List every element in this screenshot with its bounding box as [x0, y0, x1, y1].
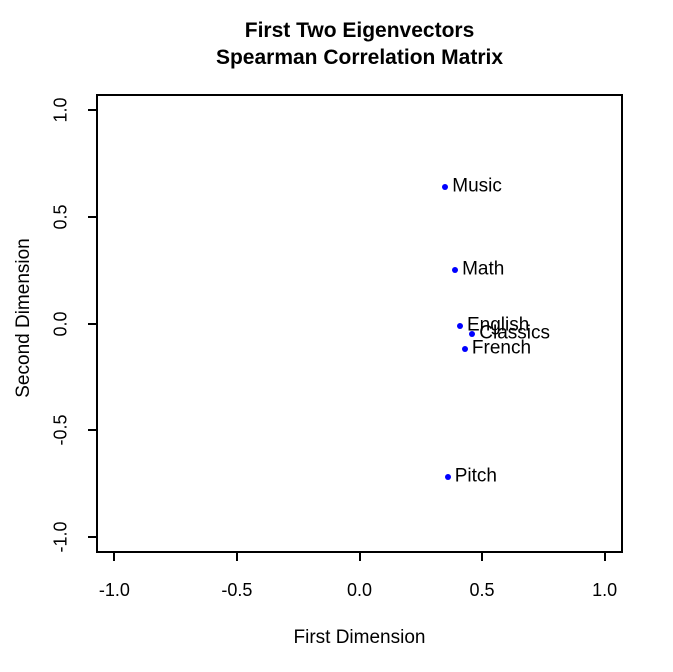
- data-point-math: [452, 267, 459, 274]
- data-point-label-classics: Classics: [479, 322, 550, 344]
- x-tick-label: -0.5: [221, 580, 253, 600]
- x-tick-mark: [481, 553, 484, 561]
- y-axis-title: Second Dimension: [13, 238, 34, 398]
- data-point-french: [461, 346, 468, 353]
- x-tick-mark: [358, 553, 361, 561]
- y-tick-mark: [88, 535, 96, 538]
- x-tick-mark: [113, 553, 116, 561]
- plot-area: [96, 94, 623, 553]
- data-point-pitch: [444, 474, 451, 481]
- chart-title: First Two Eigenvectors Spearman Correlat…: [96, 17, 623, 71]
- chart-title-line2: Spearman Correlation Matrix: [215, 46, 504, 69]
- data-point-label-math: Math: [462, 258, 505, 280]
- y-tick-label: 0.0: [50, 310, 71, 337]
- y-tick-label: 1.0: [50, 97, 71, 123]
- y-tick-label: -1.0: [50, 521, 71, 553]
- chart-title-line1: First Two Eigenvectors: [244, 19, 475, 42]
- data-point-label-pitch: Pitch: [454, 465, 497, 487]
- x-axis-title: First Dimension: [293, 627, 426, 648]
- y-tick-mark: [88, 109, 96, 111]
- data-point-music: [442, 183, 449, 190]
- data-point-label-english: English: [466, 314, 530, 336]
- x-tick-label: 1.0: [592, 580, 618, 600]
- data-point-label-french: French: [471, 337, 532, 359]
- x-tick-mark: [603, 553, 606, 561]
- x-tick-mark: [235, 553, 238, 561]
- x-tick-label: -1.0: [98, 580, 130, 600]
- y-tick-mark: [88, 215, 96, 218]
- y-tick-label: 0.5: [50, 204, 71, 230]
- y-tick-mark: [88, 429, 96, 432]
- y-tick-mark: [88, 322, 96, 325]
- data-point-label-music: Music: [452, 175, 502, 197]
- x-tick-label: 0.5: [469, 580, 495, 600]
- data-point-classics: [469, 331, 476, 338]
- y-tick-label: -0.5: [50, 414, 71, 446]
- data-point-english: [456, 322, 463, 329]
- x-tick-label: 0.0: [346, 580, 373, 600]
